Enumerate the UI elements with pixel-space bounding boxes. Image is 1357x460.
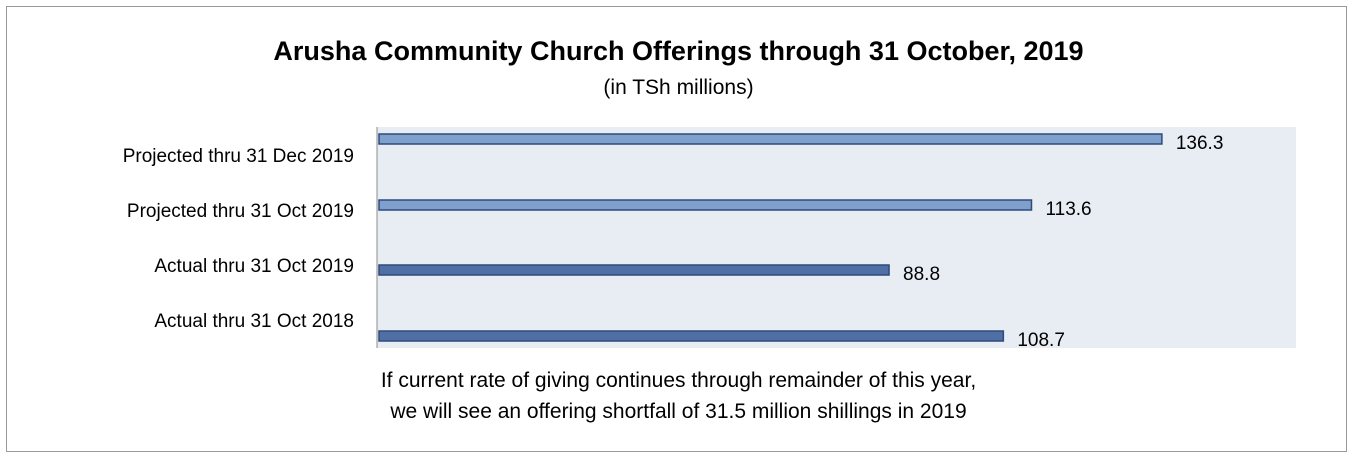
category-label-2: Projected thru 31 Oct 2019 (127, 201, 354, 222)
value-label-1: 136.3 (1176, 133, 1224, 154)
chart-title: Arusha Community Church Offerings throug… (273, 36, 1084, 66)
value-label-4: 108.7 (1017, 330, 1065, 351)
category-labels: Projected thru 31 Dec 2019 Projected thru… (123, 146, 354, 332)
bar-2 (378, 199, 1033, 211)
plot-area (377, 127, 1296, 348)
bar-1 (378, 133, 1163, 145)
footnote-line-2: we will see an offering shortfall of 31.… (390, 400, 967, 423)
category-label-3: Actual thru 31 Oct 2019 (154, 256, 354, 277)
footnote-line-1: If current rate of giving continues thro… (380, 369, 977, 392)
bar-4 (378, 330, 1005, 342)
value-label-2: 113.6 (1045, 199, 1091, 220)
chart-subtitle: (in TSh millions) (603, 76, 754, 99)
category-label-4: Actual thru 31 Oct 2018 (154, 311, 354, 332)
bars-group (378, 133, 1163, 342)
value-label-3: 88.8 (903, 264, 940, 285)
category-label-1: Projected thru 31 Dec 2019 (123, 146, 354, 167)
value-labels: 136.3 113.6 88.8 108.7 (903, 133, 1223, 351)
bar-3 (378, 264, 890, 276)
